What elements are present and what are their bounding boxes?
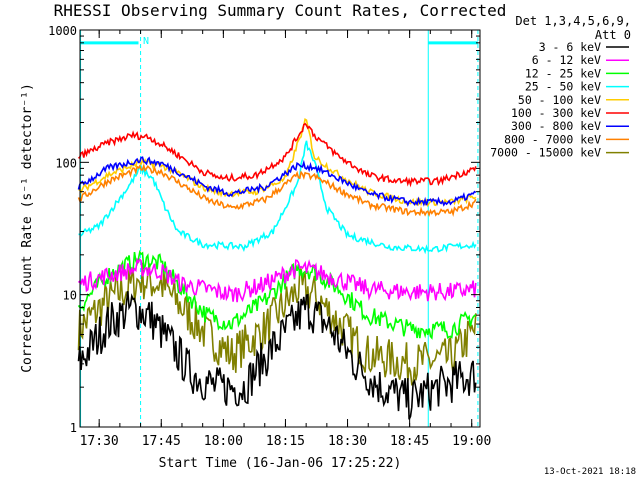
y-tick-label: 1 [70,421,77,435]
x-tick-label: 17:45 [142,434,181,449]
series-line-6 [77,156,477,207]
legend-label: 100 - 300 keV [511,106,601,120]
legend-label: 12 - 25 keV [525,66,601,80]
x-tick-label: 18:30 [328,434,367,449]
x-tick-label: 18:15 [266,434,305,449]
series-lines [77,118,477,420]
legend-label: 25 - 50 keV [525,80,601,94]
series-line-4 [78,118,477,208]
legend-label: 800 - 7000 keV [504,132,601,146]
x-tick-label: 17:30 [80,434,119,449]
series-line-8 [77,262,477,386]
series-line-1 [77,257,477,303]
y-axis-label: Corrected Count Rate (s⁻¹ detector⁻¹) [20,83,35,373]
legend-label: 7000 - 15000 keV [490,146,601,160]
x-axis-label: Start Time (16-Jan-06 17:25:22) [159,456,402,471]
render-timestamp: 13-Oct-2021 18:18 [544,467,636,477]
series-line-3 [78,140,477,255]
x-axis-ticks: 17:30 17:45 18:00 18:15 18:30 18:45 19:00 [80,30,491,449]
y-tick-label: 10 [63,289,77,303]
x-tick-label: 18:45 [390,434,429,449]
legend-title-line-1: Det 1,3,4,5,6,9, [515,14,631,28]
chart-title: RHESSI Observing Summary Count Rates, Co… [54,1,507,20]
legend-label: 300 - 800 keV [511,119,601,133]
y-tick-label: 1000 [48,24,77,38]
series-line-5 [77,122,477,188]
x-tick-label: 19:00 [452,434,491,449]
series-line-7 [77,163,477,218]
plot-frame [79,29,481,428]
x-tick-label: 18:00 [204,434,243,449]
legend-title-line-2: Att 0 [595,28,631,42]
y-tick-label: 100 [55,156,77,170]
night-markers [80,30,479,427]
legend-label: 3 - 6 keV [539,40,601,54]
series-line-2 [77,249,477,340]
series-line-0 [77,291,477,420]
legend-label: 6 - 12 keV [532,53,601,67]
night-marker-label: N [143,36,149,47]
y-axis-ticks: 1 10 100 1000 [48,24,480,435]
legend-label: 50 - 100 keV [518,93,601,107]
